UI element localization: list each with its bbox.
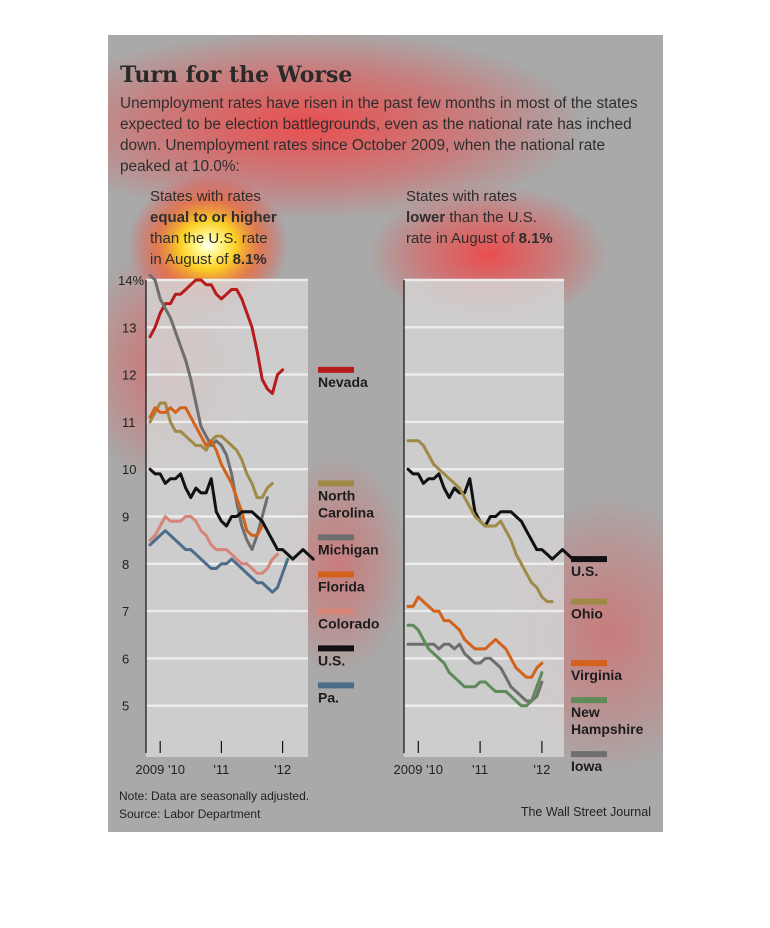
y-tick-label: 12 [122, 368, 136, 383]
note: Note: Data are seasonally adjusted. [119, 789, 310, 803]
y-tick-label: 7 [122, 604, 129, 619]
series-line-virginia [406, 595, 544, 679]
legend-label-colorado: Colorado [318, 615, 379, 631]
series-line-u-s [148, 467, 315, 561]
legend-label-u-s: U.S. [318, 652, 345, 668]
x-tick-label: '11 [472, 762, 488, 777]
legend-label-new-hampshire: Hampshire [571, 721, 644, 737]
legend-swatch-new-hampshire [571, 697, 607, 704]
y-tick-label: 6 [122, 651, 129, 666]
legend-swatch-nevada [318, 366, 354, 373]
x-tick-label: '12 [533, 762, 550, 777]
y-tick-label: 14% [118, 273, 144, 288]
legend-swatch-colorado [318, 608, 354, 615]
legend-swatch-pa [318, 682, 354, 689]
legend-swatch-michigan [318, 534, 354, 541]
legend-label-ohio: Ohio [571, 606, 603, 622]
left-panel-heading: States with rates equal to or higher tha… [150, 188, 277, 268]
legend-label-michigan: Michigan [318, 541, 379, 557]
legend-label-virginia: Virginia [571, 667, 622, 683]
legend-label-nevada: Nevada [318, 374, 368, 390]
legend-swatch-ohio [571, 598, 607, 605]
chart-panel: Turn for the Worse Unemployment rates ha… [108, 35, 663, 832]
y-tick-label: 9 [122, 510, 129, 525]
x-tick-label: '11 [213, 762, 229, 777]
y-tick-label: 5 [122, 699, 129, 714]
x-tick-label: 2009 '10 [135, 762, 184, 777]
legend-label-iowa: Iowa [571, 758, 602, 774]
right-panel-heading: States with rates lower than the U.S. ra… [406, 188, 553, 247]
legend-label-north-carolina: Carolina [318, 504, 374, 520]
y-tick-label: 13 [122, 320, 136, 335]
chart-subtitle: Unemployment rates have risen in the pas… [120, 95, 638, 175]
x-tick-label: '12 [274, 762, 291, 777]
legend-label-pa: Pa. [318, 689, 339, 705]
legend-swatch-u-s [571, 556, 607, 563]
chart-title: Turn for the Worse [120, 62, 353, 88]
y-tick-label: 10 [122, 462, 136, 477]
series-line-pa [148, 529, 290, 594]
series-line-ohio [406, 439, 554, 604]
legend-swatch-north-carolina [318, 480, 354, 487]
plot-area [404, 280, 564, 757]
legend-swatch-florida [318, 571, 354, 578]
series-line-colorado [148, 515, 279, 575]
series-line-nevada [148, 278, 285, 395]
plot-area [146, 280, 308, 757]
legend-swatch-u-s [318, 645, 354, 652]
series-line-iowa [406, 642, 544, 703]
legend-label-new-hampshire: New [571, 704, 600, 720]
legend-swatch-iowa [571, 751, 607, 758]
legend-label-u-s: U.S. [571, 563, 598, 579]
y-tick-label: 11 [122, 415, 136, 430]
legend-label-florida: Florida [318, 578, 365, 594]
series-line-michigan [148, 273, 269, 552]
line-charts: 14% 13 12 11 10 9 8 7 6 5 2009 '10 '11 '12 Nevada Nort… [118, 273, 644, 777]
series-line-florida [148, 406, 264, 537]
publisher-credit: The Wall Street Journal [520, 805, 651, 819]
x-tick-label: 2009 '10 [394, 762, 443, 777]
source: Source: Labor Department [119, 807, 261, 821]
series-line-new-hampshire [406, 623, 544, 708]
legend-swatch-virginia [571, 660, 607, 667]
legend-label-north-carolina: North [318, 487, 355, 503]
series-line-u-s [406, 467, 575, 561]
y-tick-label: 8 [122, 557, 129, 572]
